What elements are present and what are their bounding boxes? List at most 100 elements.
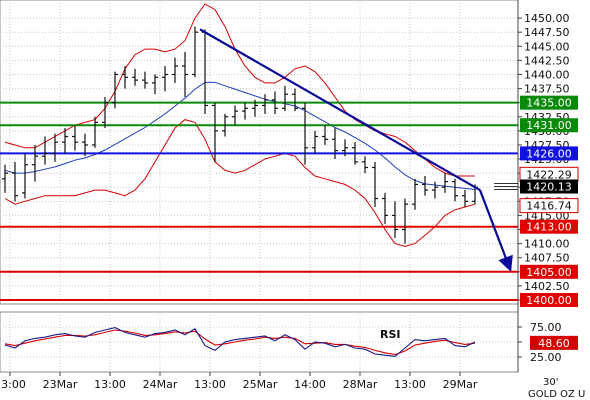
ohlc-bar — [452, 178, 458, 202]
price-tick-label: 1442.50 — [524, 54, 570, 67]
price-tick-label: 1407.50 — [524, 252, 570, 265]
horizontal-levels — [0, 101, 518, 301]
time-tick-label: 23Mar — [43, 378, 78, 391]
ohlc-bar — [142, 71, 148, 89]
price-tags: 1435.00 1431.00 1426.00 1413.00 1405.00 1400.… — [494, 95, 579, 307]
ohlc-bar — [232, 105, 238, 126]
ohlc-bar — [12, 161, 18, 202]
rsi-line — [4, 327, 476, 357]
band-tag — [519, 198, 579, 214]
level-tag-support — [520, 219, 578, 234]
time-axis: 13:00 23Mar 13:00 24Mar 13:00 25Mar 14:00 28Mar… — [0, 372, 478, 391]
ohlc-bar — [362, 156, 368, 174]
level-tag-label: 1405.00 — [526, 266, 572, 279]
ohlc-bar — [352, 142, 358, 165]
level-tag-resistance — [520, 95, 578, 110]
last-price-label: 1420.13 — [526, 181, 572, 194]
price-tick-label: 1410.00 — [524, 238, 570, 251]
ohlc-bar — [422, 175, 428, 196]
level-tag-label: 1400.00 — [526, 294, 572, 307]
ohlc-bar — [402, 198, 408, 244]
ohlc-bar — [32, 144, 38, 182]
ohlc-bar — [162, 66, 168, 92]
price-tick-label: 1440.00 — [524, 68, 570, 81]
ohlc-bar — [272, 91, 278, 114]
time-tick-label: 13:00 — [0, 378, 26, 391]
price-bars — [2, 26, 478, 244]
ohlc-bar — [462, 190, 468, 207]
ohlc-bar — [42, 136, 48, 165]
band-tag-label: 1416.74 — [526, 200, 572, 213]
main-panel-frame — [0, 0, 519, 305]
ohlc-bar — [382, 192, 388, 224]
ohlc-bar — [102, 97, 108, 129]
level-tag-support — [520, 293, 578, 307]
ohlc-bar — [262, 94, 268, 114]
ohlc-bar — [92, 116, 98, 148]
descending-trendline — [199, 28, 481, 192]
bollinger-lower-line — [4, 119, 476, 247]
ohlc-bar — [22, 153, 28, 199]
price-tick-label: 1447.50 — [524, 26, 570, 39]
time-tick-label: 29Mar — [443, 378, 478, 391]
time-tick-label: 28Mar — [343, 378, 378, 391]
price-tick-label: 1450.00 — [524, 12, 570, 25]
rsi-tick-label: 25.00 — [530, 351, 562, 364]
ohlc-bar — [372, 161, 378, 207]
time-tick-label: 24Mar — [143, 378, 178, 391]
ohlc-bar — [432, 181, 438, 199]
ohlc-bar — [292, 88, 298, 112]
interval-label: 30' — [543, 377, 558, 388]
ohlc-bar — [302, 102, 308, 165]
trendline-group — [199, 28, 513, 272]
ohlc-bar — [122, 66, 128, 89]
moving-average-line — [4, 81, 476, 190]
ohlc-bar — [342, 139, 348, 157]
ohlc-bar — [72, 125, 78, 151]
level-tag-resistance — [520, 118, 578, 133]
time-tick-label: 13:00 — [194, 378, 226, 391]
ohlc-bar — [322, 125, 328, 145]
ohlc-bar — [332, 128, 338, 160]
rsi-label: RSI — [380, 328, 401, 341]
rsi-last-label: 48.60 — [538, 337, 570, 350]
ohlc-bar — [312, 130, 318, 154]
price-tick-label: 1402.50 — [524, 280, 570, 293]
ohlc-bar — [252, 99, 258, 117]
bollinger-bands — [4, 3, 476, 247]
ohlc-bar — [202, 29, 208, 114]
level-tag-pivot — [520, 146, 578, 161]
time-tick-label: 13:00 — [394, 378, 426, 391]
rsi-signal-line — [4, 329, 476, 356]
ohlc-bar — [282, 85, 288, 112]
ohlc-bar — [52, 133, 58, 162]
projection-arrow — [478, 189, 513, 272]
ohlc-bar — [222, 113, 228, 137]
ohlc-bar — [412, 178, 418, 210]
ohlc-bar — [242, 102, 248, 120]
ohlc-bar — [212, 102, 218, 162]
ohlc-bar — [192, 26, 198, 78]
price-tick-label: 1437.50 — [524, 83, 570, 96]
level-tag-label: 1435.00 — [526, 97, 572, 110]
ohlc-bar — [2, 164, 8, 193]
ohlc-bar — [442, 173, 448, 193]
ohlc-bar — [152, 74, 158, 95]
ohlc-bar — [392, 201, 398, 238]
ohlc-bar — [172, 57, 178, 83]
ohlc-bar — [182, 51, 188, 98]
bollinger-upper-line — [4, 3, 475, 177]
price-tick-label: 1445.00 — [524, 40, 570, 53]
time-tick-label: 13:00 — [94, 378, 126, 391]
level-tag-support — [520, 264, 578, 279]
band-tag-label: 1422.29 — [526, 168, 572, 181]
last-price-tag — [520, 179, 578, 194]
rsi-tick-label: 75.00 — [530, 321, 562, 334]
ohlc-bar — [132, 68, 138, 86]
ohlc-bar — [112, 71, 118, 109]
ohlc-bar — [62, 128, 68, 154]
rsi-last-tag — [530, 335, 578, 350]
